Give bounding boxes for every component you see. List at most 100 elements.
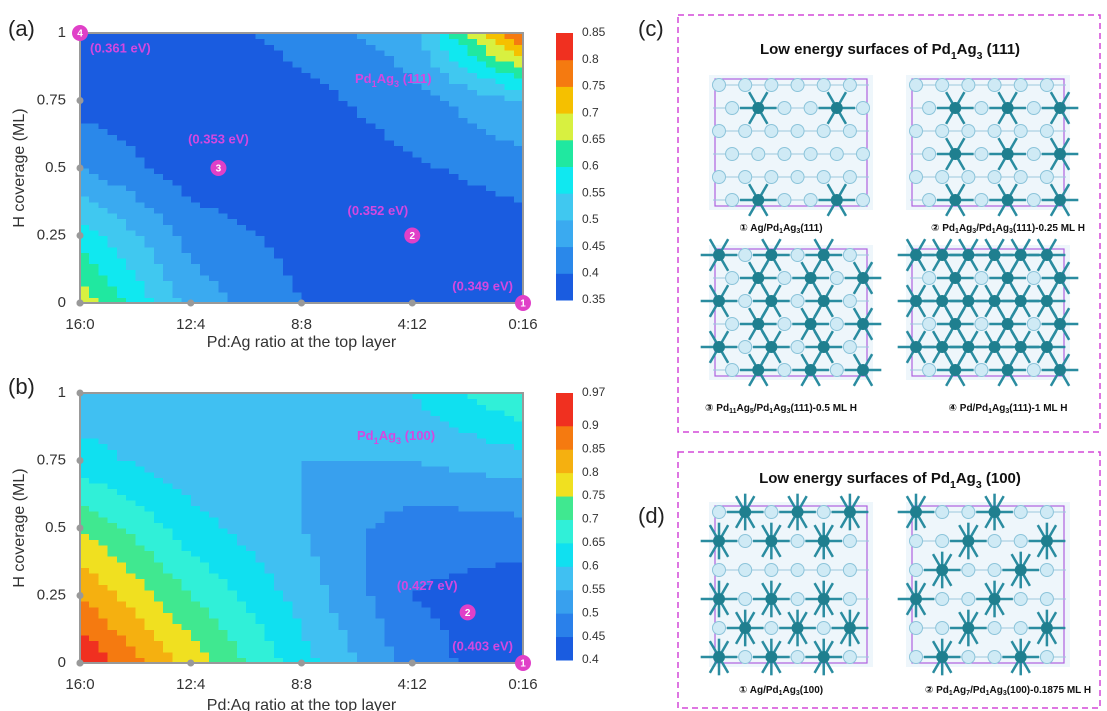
contour-cell — [89, 618, 99, 624]
contour-cell — [431, 292, 441, 298]
contour-cell — [246, 89, 256, 95]
contour-cell — [191, 579, 201, 585]
contour-cell — [117, 157, 127, 163]
contour-cell — [163, 416, 173, 422]
contour-cell — [329, 39, 339, 45]
y-tick-dot — [77, 232, 84, 239]
contour-cell — [218, 196, 228, 202]
contour-cell — [145, 95, 155, 101]
contour-cell — [154, 202, 164, 208]
contour-cell — [108, 483, 118, 489]
contour-cell — [126, 522, 136, 528]
contour-cell — [89, 264, 99, 270]
contour-cell — [182, 106, 192, 112]
colorbar-tick-label: 0.75 — [582, 79, 606, 93]
contour-cell — [375, 506, 385, 512]
contour-cell — [283, 416, 293, 422]
contour-cell — [385, 174, 395, 180]
contour-cell — [89, 106, 99, 112]
contour-cell — [440, 455, 450, 461]
contour-cell — [191, 95, 201, 101]
contour-cell — [302, 123, 312, 129]
contour-cell — [338, 95, 348, 101]
contour-cell — [320, 269, 330, 275]
contour-cell — [366, 517, 376, 523]
contour-cell — [302, 517, 312, 523]
contour-cell — [375, 455, 385, 461]
contour-cell — [458, 477, 468, 483]
contour-cell — [255, 67, 265, 73]
contour-cell — [357, 264, 367, 270]
contour-cell — [302, 292, 312, 298]
contour-cell — [117, 584, 127, 590]
contour-cell — [412, 151, 422, 157]
contour-cell — [421, 601, 431, 607]
contour-cell — [458, 562, 468, 568]
contour-cell — [311, 106, 321, 112]
contour-cell — [154, 652, 164, 658]
contour-cell — [292, 579, 302, 585]
contour-cell — [98, 612, 108, 618]
contour-cell — [145, 511, 155, 517]
contour-cell — [80, 281, 90, 287]
contour-cell — [237, 477, 247, 483]
contour-cell — [117, 174, 127, 180]
contour-cell — [172, 247, 182, 253]
contour-cell — [468, 84, 478, 90]
contour-cell — [172, 61, 182, 67]
contour-cell — [449, 596, 459, 602]
contour-cell — [89, 421, 99, 427]
contour-cell — [486, 545, 496, 551]
contour-cell — [126, 252, 136, 258]
contour-cell — [338, 618, 348, 624]
contour-cell — [191, 438, 201, 444]
contour-cell — [209, 50, 219, 56]
contour-cell — [292, 207, 302, 213]
contour-cell — [375, 117, 385, 123]
contour-cell — [163, 168, 173, 174]
contour-cell — [495, 517, 505, 523]
contour-cell — [505, 607, 515, 613]
contour-cell — [98, 196, 108, 202]
contour-cell — [394, 416, 404, 422]
contour-cell — [458, 534, 468, 540]
contour-cell — [486, 56, 496, 62]
contour-cell — [329, 624, 339, 630]
contour-cell — [117, 410, 127, 416]
contour-cell — [375, 517, 385, 523]
contour-cell — [163, 56, 173, 62]
contour-cell — [311, 50, 321, 56]
contour-cell — [431, 399, 441, 405]
contour-cell — [246, 534, 256, 540]
contour-cell — [403, 528, 413, 534]
contour-cell — [89, 252, 99, 258]
contour-cell — [403, 624, 413, 630]
contour-cell — [458, 455, 468, 461]
contour-cell — [302, 416, 312, 422]
contour-cell — [357, 652, 367, 658]
contour-cell — [200, 275, 210, 281]
contour-cell — [283, 489, 293, 495]
colorbar-tick-label: 0.8 — [582, 52, 599, 66]
contour-cell — [274, 612, 284, 618]
contour-cell — [338, 112, 348, 118]
contour-cell — [255, 410, 265, 416]
contour-cell — [237, 607, 247, 613]
contour-cell — [495, 590, 505, 596]
contour-cell — [385, 185, 395, 191]
contour-cell — [357, 539, 367, 545]
contour-cell — [108, 207, 118, 213]
contour-cell — [163, 129, 173, 135]
contour-cell — [218, 427, 228, 433]
contour-cell — [412, 483, 422, 489]
contour-cell — [431, 157, 441, 163]
contour-cell — [228, 584, 238, 590]
contour-cell — [311, 258, 321, 264]
contour-cell — [191, 241, 201, 247]
contour-cell — [228, 78, 238, 84]
contour-cell — [283, 427, 293, 433]
contour-cell — [283, 95, 293, 101]
contour-cell — [126, 432, 136, 438]
contour-cell — [495, 551, 505, 557]
contour-cell — [292, 112, 302, 118]
